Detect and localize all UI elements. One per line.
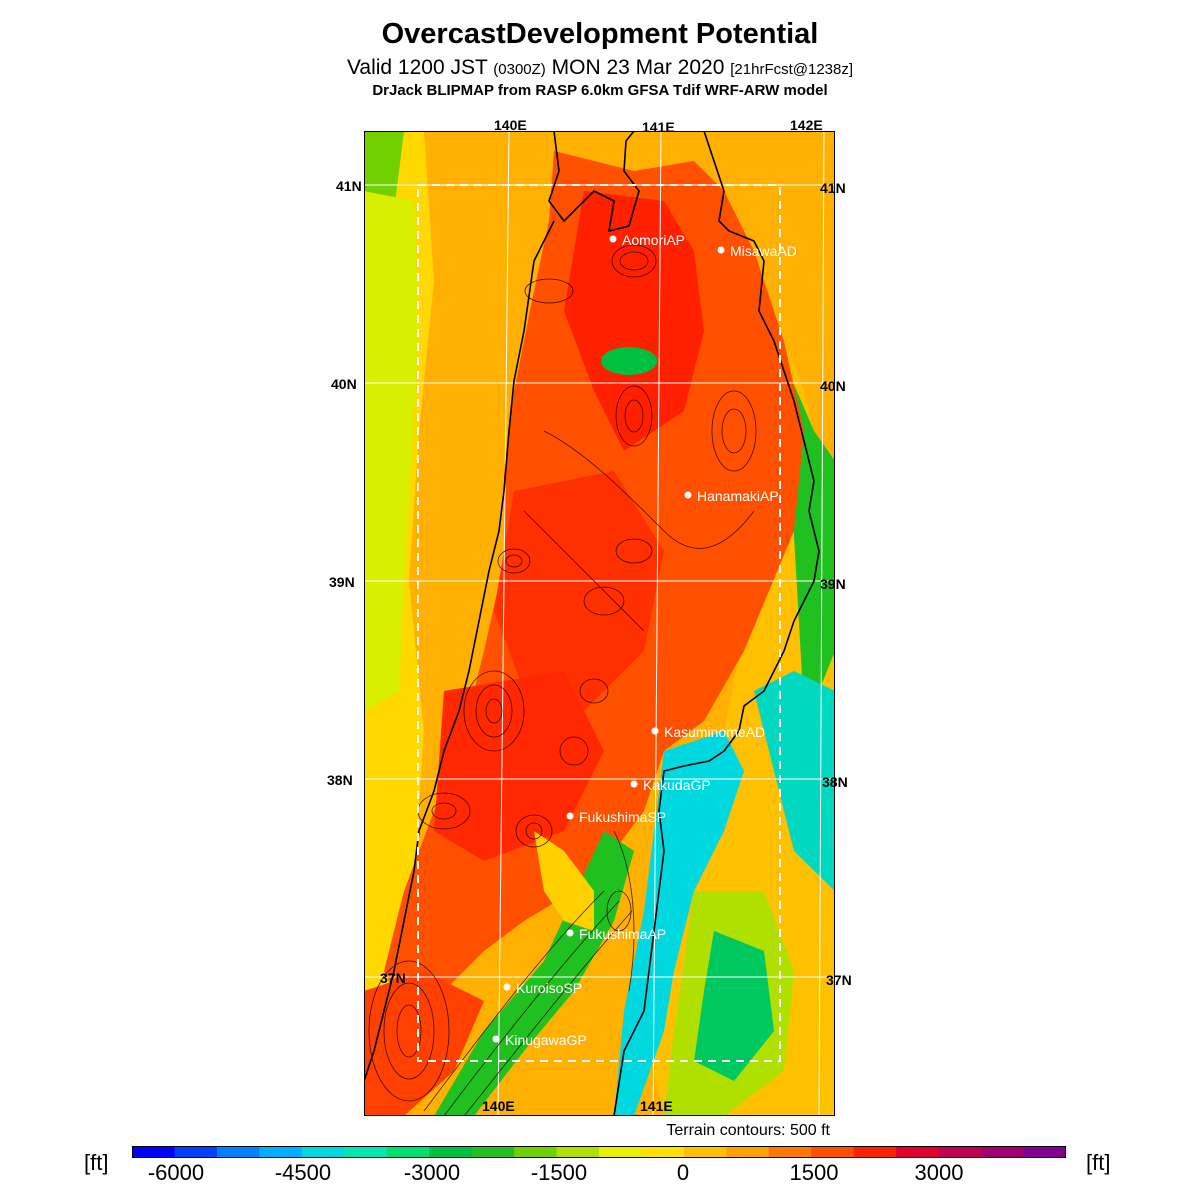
field-coast-cyan (614, 731, 744, 1116)
colorbar-unit-left: [ft] (84, 1150, 109, 1175)
site-label: KasuminomeAD (664, 724, 765, 740)
colorbar-swatch (896, 1146, 940, 1158)
colorbar-swatch (938, 1146, 982, 1158)
site-kinugawagp[interactable]: KinugawaGP (492, 1032, 587, 1048)
colorbar-frame (132, 1146, 1066, 1158)
colorbar-swatch (853, 1146, 897, 1158)
terrain-contour-note: Terrain contours: 500 ft (666, 1122, 830, 1139)
colorbar-swatch (768, 1146, 812, 1158)
forecast-note: [21hrFcst@1238z] (730, 61, 854, 78)
colorbar-swatch (726, 1146, 770, 1158)
lat-label-41n-left: 41N (336, 178, 362, 194)
field-se-green (694, 931, 774, 1081)
map-canvas[interactable]: AomoriAP MisawaAD HanamakiAP KasuminomeA… (364, 131, 835, 1116)
colorbar-swatch (259, 1146, 303, 1158)
site-label: KuroisoSP (516, 980, 582, 996)
site-label: KinugawaGP (505, 1032, 587, 1048)
coastline (364, 131, 820, 1116)
colorbar-tick-label: 0 (676, 1160, 690, 1185)
lat-label-37n-right: 37N (826, 972, 852, 988)
colorbar-swatch (514, 1146, 558, 1158)
colorbar-swatch (301, 1146, 345, 1158)
site-misawaad[interactable]: MisawaAD (717, 243, 797, 259)
colorbar-swatch (683, 1146, 727, 1158)
colorbar-swatch (132, 1146, 175, 1158)
site-markers: AomoriAP MisawaAD HanamakiAP KasuminomeA… (492, 232, 797, 1048)
model-credit: DrJack BLIPMAP from RASP 6.0km GFSA Tdif… (372, 82, 828, 99)
site-label: HanamakiAP (697, 488, 779, 504)
colorbar-swatch (471, 1146, 515, 1158)
lat-label-39n-left: 39N (329, 574, 355, 590)
field-central-red (494, 471, 664, 711)
colorbar-swatch (216, 1146, 260, 1158)
lat-label-38n-left: 38N (327, 772, 353, 788)
field-east-cyan (754, 671, 835, 891)
colorbar-swatch (599, 1146, 642, 1158)
site-label: FukushimaSP (579, 809, 666, 825)
site-label: MisawaAD (730, 243, 797, 259)
terrain-contours (368, 244, 757, 1116)
valid-date: MON 23 Mar 2020 (551, 56, 725, 79)
colorbar-swatch (981, 1146, 1025, 1158)
map-frame (364, 131, 835, 1116)
valid-prefix: Valid 1200 JST (346, 56, 488, 79)
colorbar-swatch (386, 1146, 430, 1158)
colorbar (132, 1146, 1066, 1158)
colorbar-swatch (174, 1146, 218, 1158)
site-fukushimaap[interactable]: FukushimaAP (566, 926, 667, 942)
lat-label-39n-right: 39N (820, 576, 846, 592)
site-label: AomoriAP (622, 232, 685, 248)
field-north-red (564, 191, 704, 451)
colorbar-swatch (556, 1146, 600, 1158)
site-kasuminomead[interactable]: KasuminomeAD (651, 724, 766, 740)
lon-label-140e-top: 140E (494, 117, 527, 133)
map-title: OvercastDevelopment Potential (381, 18, 819, 50)
lon-label-141e-bottom: 141E (640, 1098, 673, 1114)
colorbar-swatch (1023, 1146, 1066, 1158)
colorbar-unit-right: [ft] (1086, 1150, 1111, 1175)
site-kuroisosp[interactable]: KuroisoSP (503, 980, 583, 996)
lat-label-40n-right: 40N (820, 378, 846, 394)
lat-label-41n-right: 41N (820, 180, 846, 196)
field-lake-green (601, 347, 657, 375)
colorbar-swatch (811, 1146, 855, 1158)
colorbar-swatch (641, 1146, 685, 1158)
site-kakudagp[interactable]: KakudaGP (630, 777, 711, 793)
site-label: KakudaGP (643, 777, 711, 793)
valid-utc: (0300Z) (493, 61, 546, 78)
lon-label-141e-top: 141E (642, 119, 675, 135)
colorbar-swatch (344, 1146, 388, 1158)
lon-label-142e-top: 142E (790, 117, 823, 133)
field-sw-red (364, 971, 484, 1116)
site-fukushimasp[interactable]: FukushimaSP (566, 809, 667, 825)
lat-label-37n-left: 37N (380, 970, 406, 986)
colorbar-tick-label: 3000 (914, 1160, 964, 1185)
map-panel[interactable]: AomoriAP MisawaAD HanamakiAP KasuminomeA… (364, 131, 835, 1116)
colorbar-tick-label: -1500 (530, 1160, 588, 1185)
valid-time: Valid 1200 JST (0300Z) MON 23 Mar 2020 [… (0, 56, 1200, 80)
graticule (364, 131, 835, 1116)
lat-label-40n-left: 40N (331, 376, 357, 392)
lon-label-140e-bottom: 140E (482, 1098, 515, 1114)
site-label: FukushimaAP (579, 926, 666, 942)
lat-label-38n-right: 38N (822, 774, 848, 790)
site-aomoriap[interactable]: AomoriAP (609, 232, 686, 248)
field-inland-yellow (534, 831, 594, 931)
colorbar-tick-label: -3000 (403, 1160, 461, 1185)
colorbar-tick-label: -4500 (274, 1160, 332, 1185)
site-hanamakiap[interactable]: HanamakiAP (684, 488, 779, 504)
colorbar-swatch (429, 1146, 473, 1158)
domain-boundary (417, 184, 781, 1062)
colorbar-tick-label: 1500 (789, 1160, 839, 1185)
colorbar-tick-label: -6000 (147, 1160, 205, 1185)
